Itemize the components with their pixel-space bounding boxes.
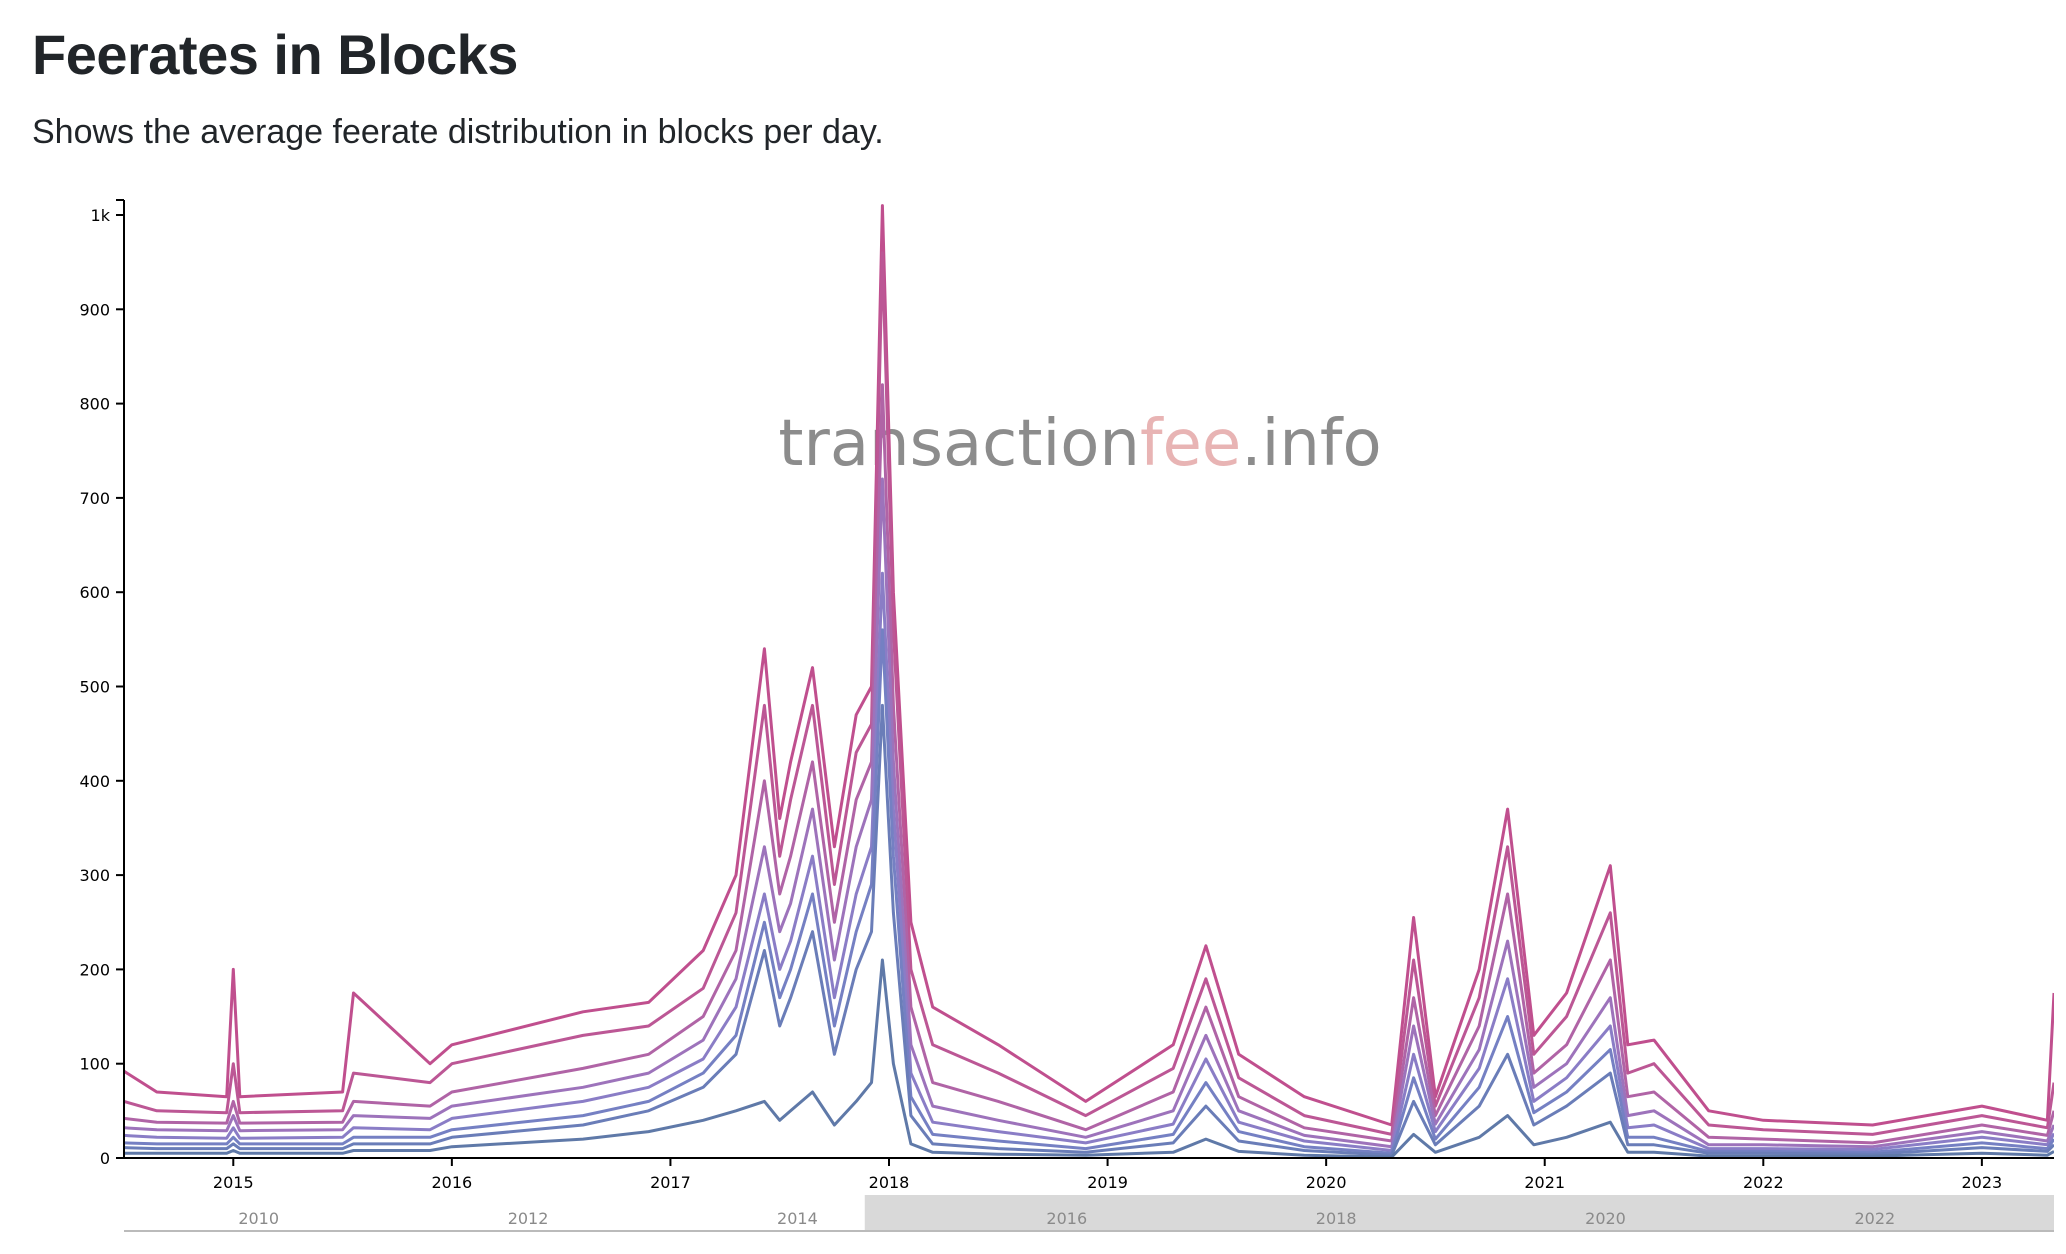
brush-tick-label: 2016 [1046, 1209, 1087, 1228]
x-axis: 2015 2016 2017 2018 2019 2020 2021 2022 2023 [124, 1157, 2054, 1192]
series-group [124, 204, 2054, 1159]
x-tick-label: 2022 [1743, 1173, 1784, 1192]
brush-tick-label: 2022 [1855, 1209, 1896, 1228]
series-line-6 [124, 628, 2054, 1155]
series-line-7 [124, 703, 2054, 1157]
x-tick-label: 2017 [650, 1173, 691, 1192]
y-tick-label: 400 [79, 772, 110, 791]
series-line-1 [124, 204, 2054, 1127]
brush-tick-label: 2010 [238, 1209, 279, 1228]
y-tick-label: 600 [79, 583, 110, 602]
y-tick-label: 800 [79, 395, 110, 414]
watermark-fee: fee [1140, 407, 1241, 481]
x-tick-label: 2020 [1306, 1173, 1347, 1192]
series-line-3 [124, 383, 2054, 1145]
watermark: transactionfee.info [778, 407, 1381, 481]
y-axis: 0 100 200 300 400 500 600 700 800 900 1k [79, 199, 125, 1168]
series-line-2 [124, 251, 2054, 1136]
brush-tick-label: 2014 [777, 1209, 818, 1228]
series-line-4 [124, 477, 2054, 1149]
brush-tick-label: 2012 [508, 1209, 549, 1228]
brush-tick-label: 2018 [1316, 1209, 1357, 1228]
x-tick-label: 2021 [1524, 1173, 1565, 1192]
watermark-transaction: transaction [778, 407, 1140, 481]
page-subtitle: Shows the average feerate distribution i… [32, 113, 884, 151]
watermark-info: .info [1241, 407, 1381, 481]
y-tick-label: 900 [79, 300, 110, 319]
series-line-8 [124, 958, 2054, 1159]
y-tick-label: 1k [91, 206, 111, 225]
brush-tick-label: 2020 [1585, 1209, 1626, 1228]
x-tick-label: 2018 [869, 1173, 910, 1192]
x-tick-label: 2016 [432, 1173, 473, 1192]
brush-selection[interactable] [864, 1195, 2054, 1230]
time-range-brush[interactable]: 2010 2012 2014 2016 2018 2020 2022 [124, 1195, 2054, 1232]
series-line-5 [124, 571, 2054, 1152]
x-tick-label: 2023 [1962, 1173, 2003, 1192]
y-tick-label: 100 [79, 1055, 110, 1074]
y-tick-label: 200 [79, 960, 110, 979]
y-tick-label: 300 [79, 866, 110, 885]
x-tick-label: 2019 [1087, 1173, 1128, 1192]
y-tick-label: 700 [79, 489, 110, 508]
x-tick-label: 2015 [213, 1173, 254, 1192]
page-title: Feerates in Blocks [32, 23, 518, 86]
y-tick-label: 500 [79, 678, 110, 697]
y-tick-label: 0 [100, 1149, 110, 1168]
